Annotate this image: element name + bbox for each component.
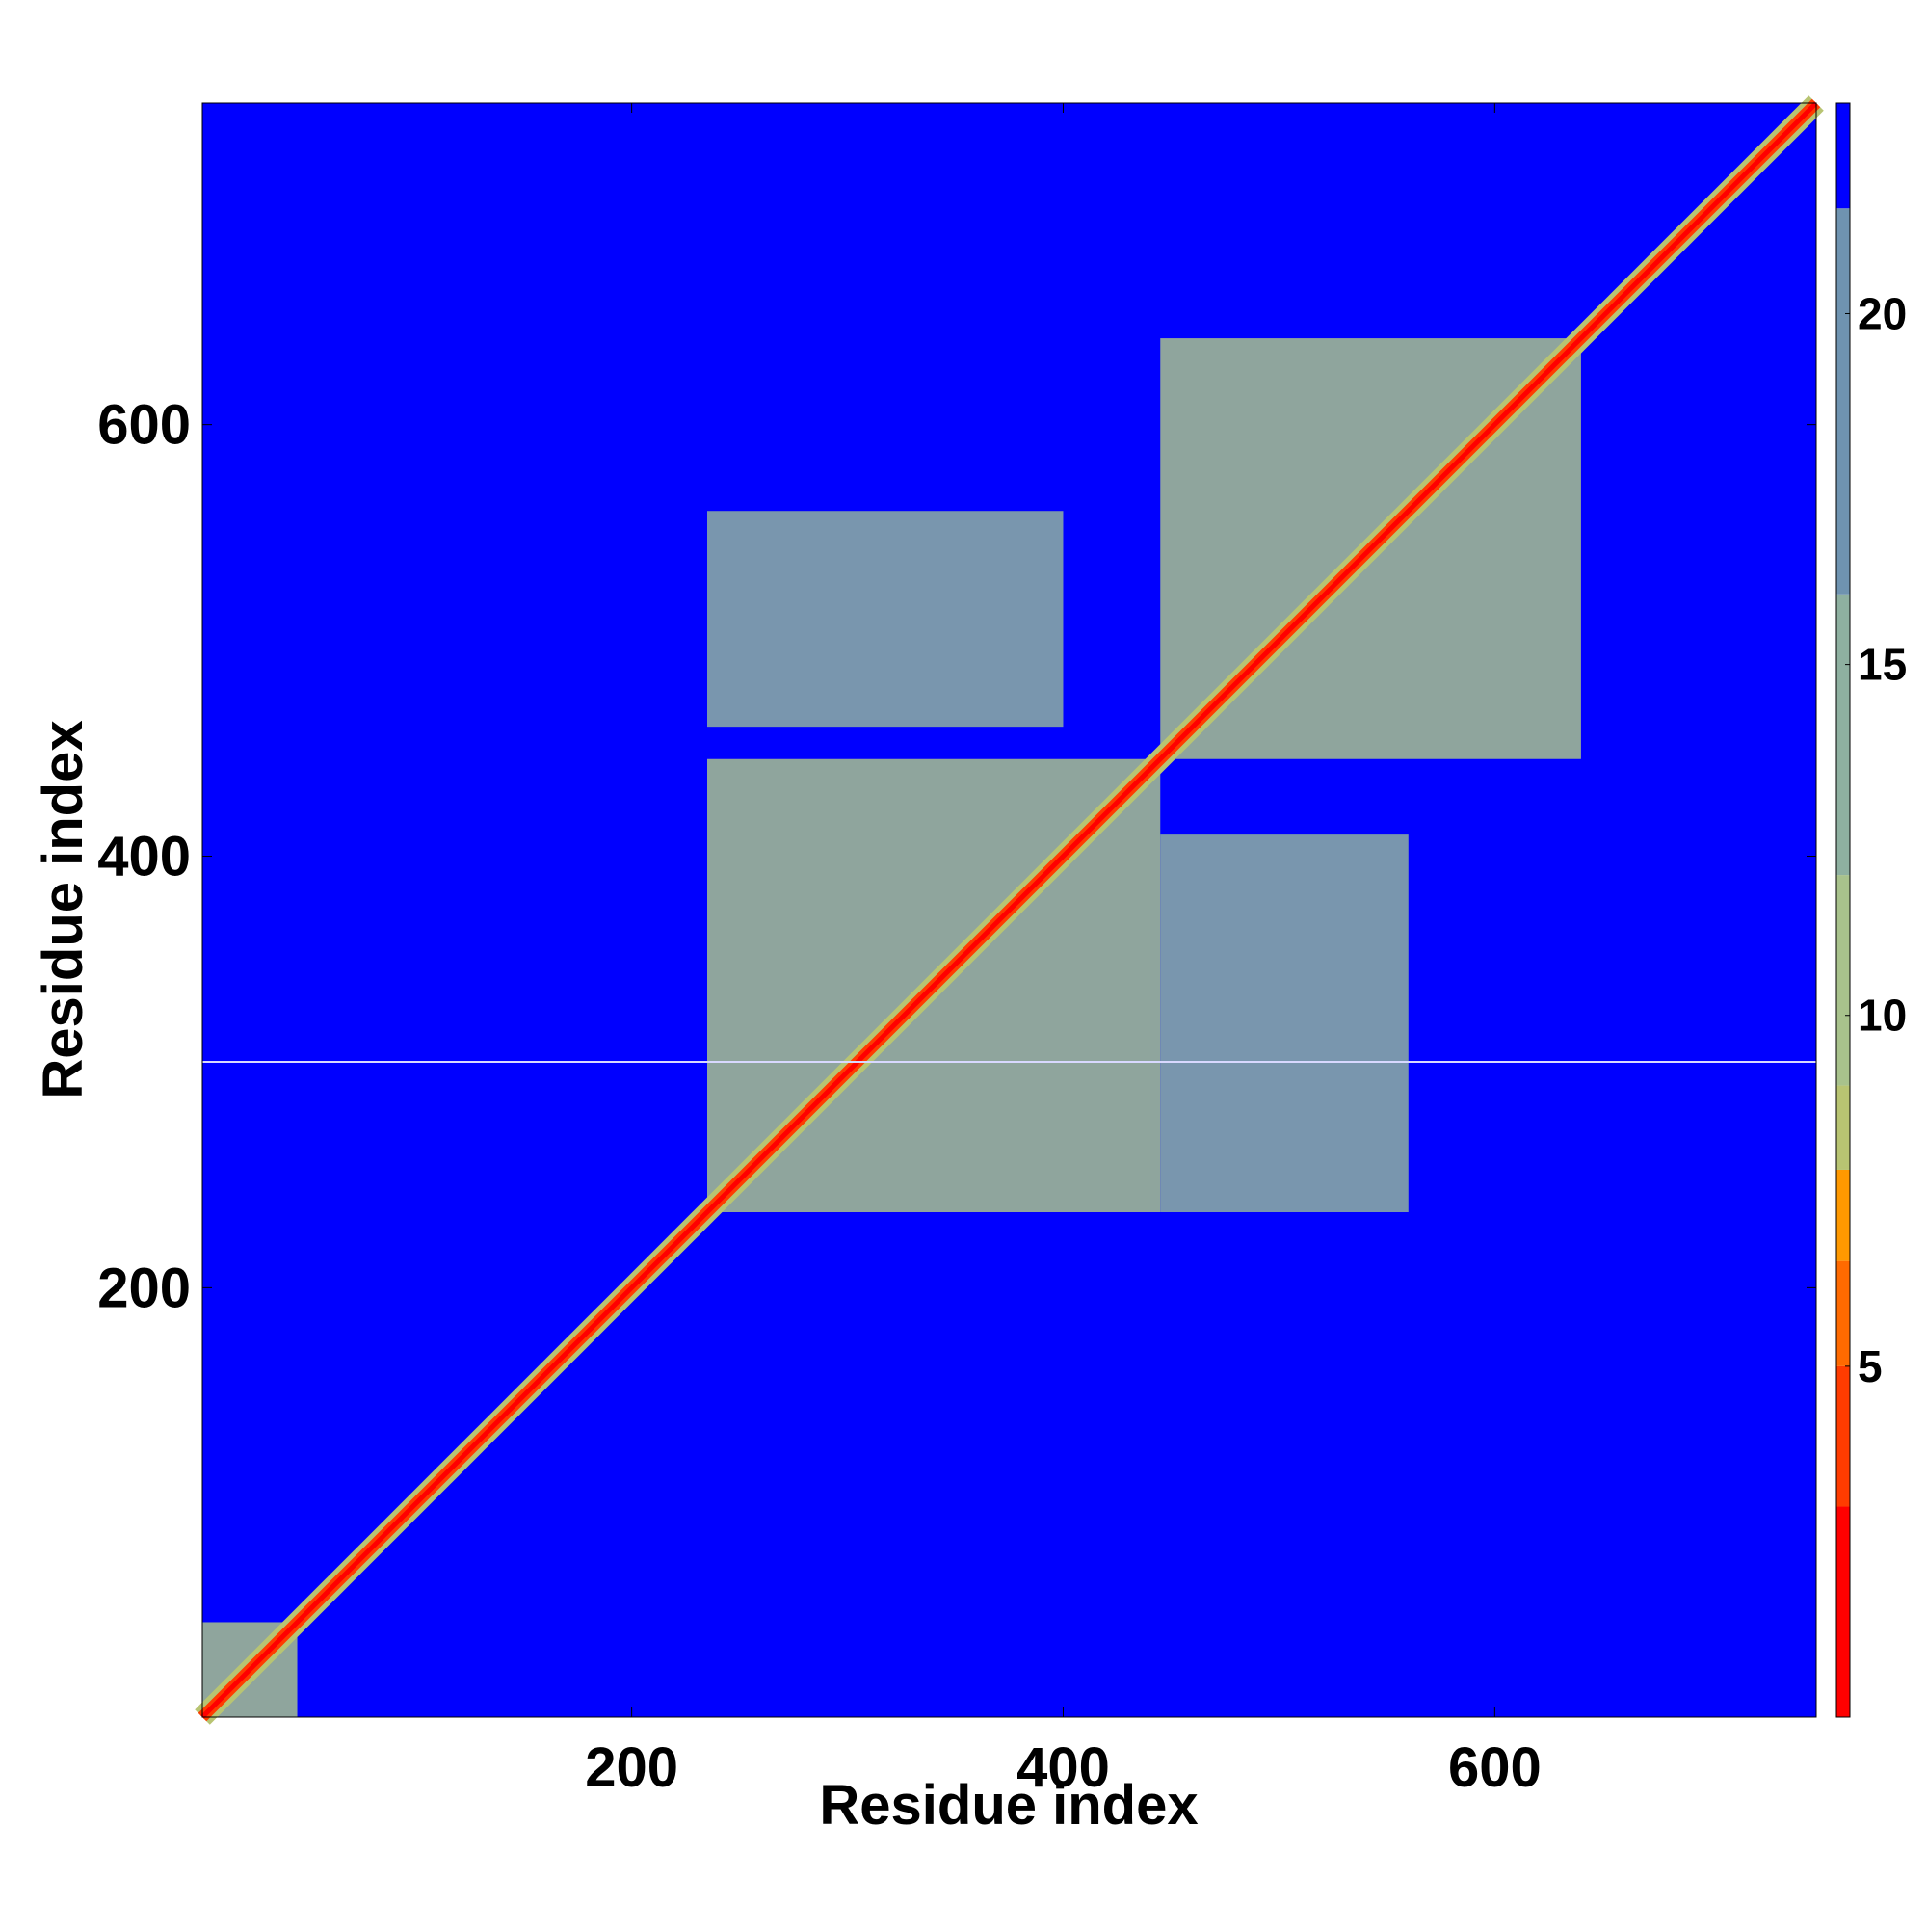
- colorbar-segment: [1836, 1085, 1850, 1170]
- x-axis-label: Residue index: [819, 1774, 1198, 1837]
- heatmap-contact-region: [706, 511, 1064, 728]
- heatmap-layer: [195, 95, 1824, 1725]
- colorbar-segment: [1836, 208, 1850, 595]
- x-tick-label: 200: [585, 1736, 678, 1799]
- plot-frame: [201, 102, 1817, 1718]
- colorbar-segment: [1836, 1506, 1850, 1717]
- colorbar-segment: [1836, 875, 1850, 1086]
- colorbar-segment: [1836, 1169, 1850, 1261]
- x-tick-label: 600: [1448, 1736, 1542, 1799]
- y-tick-label: 600: [97, 394, 191, 457]
- colorbar-segment: [1836, 1365, 1850, 1507]
- colorbar-tick-label: 15: [1858, 640, 1907, 690]
- heatmap-diagonal: [200, 101, 1818, 1719]
- colorbar: 5 10 15 20: [1835, 102, 1907, 1718]
- colorbar-segment: [1836, 1260, 1850, 1366]
- colorbar-tick-label: 20: [1858, 288, 1907, 338]
- y-tick-label: 200: [97, 1257, 191, 1319]
- y-axis-label: Residue index: [32, 720, 94, 1098]
- colorbar-frame: [1835, 102, 1851, 1718]
- colorbar-segment: [1836, 594, 1850, 876]
- colorbar-segment: [1836, 103, 1850, 209]
- heatmap-contact-region: [1160, 834, 1409, 1213]
- y-axis-ticks: 200 400 600: [97, 394, 1816, 1319]
- x-tick-label: 400: [1016, 1736, 1110, 1799]
- colorbar-tick-label: 5: [1858, 1341, 1883, 1391]
- y-tick-label: 400: [97, 826, 191, 888]
- x-axis-ticks: 200 400 600: [585, 103, 1542, 1799]
- colorbar-tick-label: 10: [1858, 991, 1907, 1041]
